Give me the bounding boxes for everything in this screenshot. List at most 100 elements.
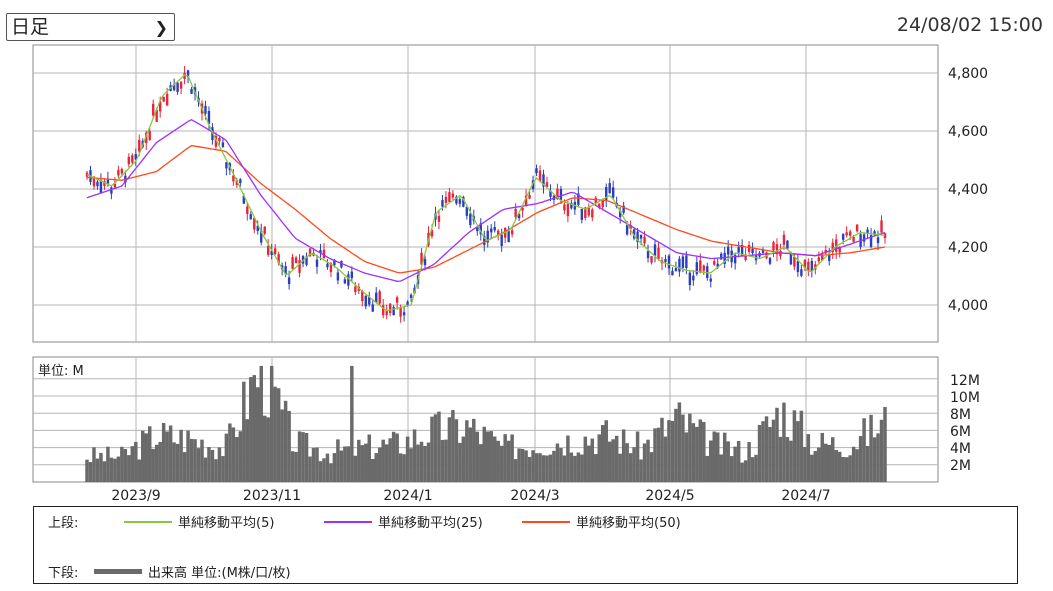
volume-bar [301,432,305,482]
candle-body [775,244,779,255]
candle-body [685,255,688,269]
volume-bar [144,433,148,482]
volume-tick-label: 6M [950,424,971,440]
x-tick-label: 2024/7 [781,488,830,504]
candle-body [476,227,479,232]
candle-body [636,231,639,242]
volume-bar [803,446,807,482]
volume-bar [224,433,229,482]
candle-body [218,137,221,142]
candle-body [179,81,183,89]
volume-bar [242,381,246,482]
x-tick-label: 2024/3 [510,488,559,504]
volume-bar [151,448,155,482]
volume-bar [276,388,281,482]
volume-bar [440,439,445,482]
volume-bar [186,430,190,482]
candle-body [308,248,312,257]
candle-body [406,301,409,305]
volume-bar [764,416,769,482]
period-select[interactable]: 日足 ❯ [6,13,175,41]
candle-body [768,257,772,264]
candle-body [347,274,350,286]
candle-body [622,205,625,213]
volume-bar [147,426,152,482]
candle-body [113,183,117,188]
candle-body [643,236,646,244]
candle-body [158,101,162,112]
volume-bar [848,455,852,482]
candle-body [873,231,876,235]
volume-bar [778,436,783,482]
candle-body [733,255,737,264]
candle-body [451,193,455,198]
volume-bar [785,437,790,482]
x-tick-label: 2024/5 [645,488,694,504]
candle-body [110,187,113,194]
timestamp: 24/08/02 15:00 [896,14,1043,36]
volume-bars [85,365,887,482]
volume-bar [824,443,828,482]
volume-bar [214,459,218,482]
volume-bar [775,407,779,482]
volume-tick-label: 2M [950,458,971,474]
candle-body [329,263,333,273]
candle-body [340,261,343,268]
candle-body [726,246,730,255]
candle-body [866,229,869,234]
legend-lower-label: 下段: [48,566,79,581]
candle-body [667,255,671,269]
candle-body [821,255,824,261]
volume-bar [834,449,838,482]
x-tick-label: 2023/9 [111,488,160,504]
candle-body [761,249,765,253]
volume-bar [85,459,89,482]
candle-body [740,244,744,256]
candle-body [716,263,719,268]
moving-average-lines [86,74,886,312]
volume-bar [562,455,567,482]
candle-body [294,257,298,264]
candle-body [444,196,448,203]
volume-bar [499,445,504,482]
volume-bar [527,456,532,482]
candle-body [584,207,587,219]
volume-bar [534,453,539,482]
volume-bar [294,451,298,482]
candle-body [876,237,880,244]
volume-bar [688,413,692,482]
candle-body [249,214,252,220]
volume-bar [311,447,316,482]
volume-bar [858,436,863,482]
candle-body [713,261,716,265]
volume-bar [137,459,142,482]
volume-bar [430,416,434,482]
volume-bar [203,457,208,482]
volume-bar [583,436,588,482]
candle-body [845,232,848,236]
volume-bar [855,449,859,482]
volume-bar [569,452,574,482]
candle-body [496,230,500,235]
candle-body [695,262,699,275]
candle-body [828,255,831,261]
period-select-value: 日足 [11,16,50,38]
volume-bar [729,456,734,482]
volume-bar [684,432,689,482]
candle-body [772,242,775,251]
candle-body [611,187,615,198]
volume-bar [405,436,410,482]
candle-body [152,103,155,116]
candle-body [263,226,266,234]
candle-body [678,258,681,272]
volume-bar [733,446,737,482]
candle-body [277,254,280,264]
volume-bar [740,462,744,482]
candle-body [315,259,319,267]
volume-bar [552,450,556,482]
candle-body [723,252,726,264]
volume-bar [503,434,507,482]
candle-body [852,236,855,242]
volume-bar [681,414,685,482]
candle-body [601,199,604,208]
